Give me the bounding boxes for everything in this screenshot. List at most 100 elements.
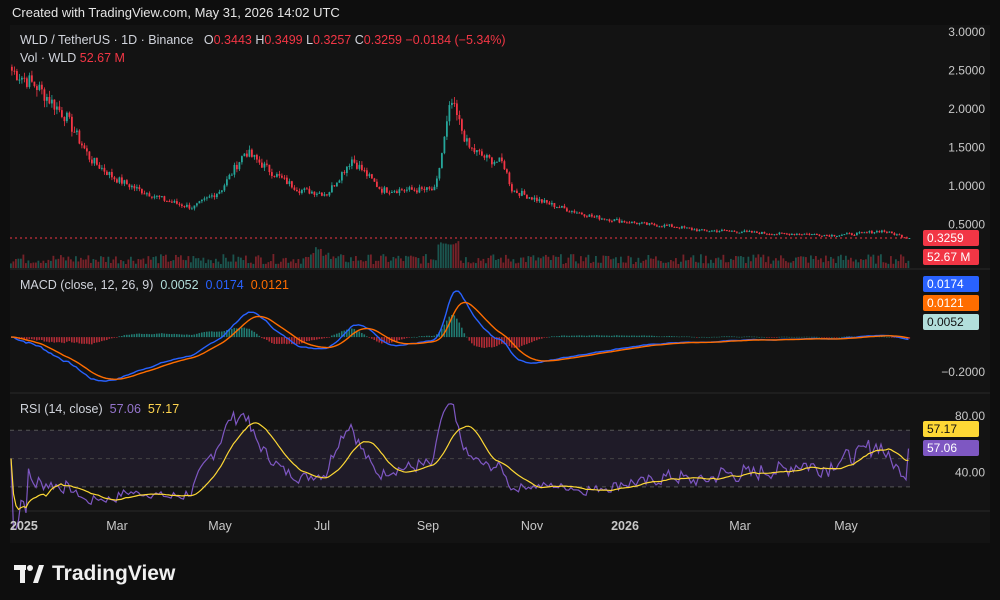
candle-body	[376, 181, 378, 187]
volume-label[interactable]: Vol · WLD	[20, 51, 77, 65]
candle-body	[628, 222, 631, 224]
macd-histogram-bar	[543, 337, 546, 338]
volume-bar	[790, 262, 792, 268]
volume-bar	[77, 261, 80, 268]
macd-histogram-bar	[271, 337, 273, 344]
candle-body	[98, 164, 101, 169]
macd-histogram-bar	[833, 337, 836, 338]
candle-body	[288, 181, 291, 184]
macd-histogram-bar	[751, 336, 753, 338]
volume-bar	[722, 254, 725, 268]
candle-body	[828, 235, 831, 237]
volume-bar	[410, 255, 412, 268]
macd-histogram-bar	[203, 332, 206, 338]
candle-body	[46, 96, 48, 101]
volume-bar	[262, 263, 265, 268]
candle-body	[746, 230, 748, 232]
macd-histogram-bar	[616, 335, 618, 338]
volume-bar	[777, 260, 780, 268]
volume-bar	[272, 254, 275, 268]
macd-histogram-bar	[473, 337, 476, 346]
macd-histogram-bar	[768, 337, 771, 338]
candle-body	[728, 230, 731, 232]
candle-body	[33, 81, 36, 87]
volume-bar	[880, 254, 882, 268]
rsi-ma-line	[10, 422, 909, 511]
candle-body	[391, 191, 393, 193]
macd-histogram-bar	[406, 337, 408, 339]
macd-tag: 0.0174	[923, 276, 979, 292]
volume-bar	[22, 254, 25, 268]
chart-frame[interactable]: 3.0000 2.5000 2.0000 1.5000 1.0000 0.5000 −0.2…	[10, 25, 990, 543]
candle-body	[378, 186, 381, 189]
volume-bar	[70, 259, 72, 268]
volume-bar	[707, 263, 710, 268]
macd-histogram-bar	[401, 337, 403, 340]
candle-body	[133, 185, 136, 189]
candle-body	[201, 199, 203, 202]
candle-body	[318, 192, 321, 194]
volume-bar	[875, 263, 877, 268]
rsi-label[interactable]: RSI (14, close)	[20, 402, 103, 416]
macd-histogram-bar	[773, 337, 776, 338]
candle-body	[483, 155, 486, 158]
volume-bar	[402, 261, 405, 268]
volume-bar	[770, 263, 772, 268]
macd-histogram-bar	[728, 336, 731, 338]
macd-histogram-bar	[236, 328, 238, 338]
macd-histogram-bar	[706, 337, 708, 338]
volume-bar	[222, 254, 225, 268]
tradingview-brand[interactable]: TradingView	[14, 562, 175, 586]
volume-legend: Vol · WLD 52.67 M	[20, 51, 125, 65]
macd-histogram-bar	[373, 337, 376, 340]
macd-histogram-bar	[521, 337, 523, 346]
volume-bar	[775, 258, 777, 268]
candle-body	[836, 235, 838, 237]
macd-histogram-bar	[743, 336, 746, 338]
macd-histogram-bar	[571, 335, 573, 338]
volume-bar	[552, 255, 555, 268]
candle-body	[498, 157, 501, 162]
volume-bar	[605, 255, 607, 268]
candle-body	[61, 110, 63, 117]
candle-body	[348, 165, 351, 167]
macd-histogram-bar	[883, 336, 886, 338]
candle-body	[86, 148, 88, 152]
volume-bar	[692, 255, 695, 268]
volume-bar	[190, 262, 192, 268]
chart-canvas[interactable]: 3.0000 2.5000 2.0000 1.5000 1.0000 0.5000 −0.2…	[10, 25, 990, 543]
volume-bar	[85, 259, 87, 268]
macd-histogram-bar	[848, 336, 851, 338]
candle-body	[676, 226, 678, 228]
volume-bar	[532, 255, 535, 268]
volume-bar	[767, 256, 770, 268]
macd-legend: MACD (close, 12, 26, 9) 0.0052 0.0174 0.…	[20, 278, 289, 292]
volume-bar	[50, 260, 52, 268]
candle-body	[756, 231, 758, 233]
macd-label[interactable]: MACD (close, 12, 26, 9)	[20, 278, 154, 292]
macd-histogram-bar	[133, 334, 136, 338]
macd-histogram-bar	[136, 333, 138, 338]
macd-histogram-bar	[663, 336, 666, 338]
volume-bar	[440, 242, 442, 268]
volume-bar	[380, 255, 382, 268]
volume-bar	[705, 255, 707, 268]
symbol-label[interactable]: WLD / TetherUS · 1D · Binance	[20, 33, 194, 47]
candle-body	[663, 224, 666, 227]
candle-body	[871, 231, 873, 234]
macd-histogram-bar	[576, 335, 578, 338]
volume-bar	[200, 260, 202, 268]
candle-body	[831, 234, 833, 237]
volume-bar	[102, 257, 105, 268]
volume-bar	[365, 260, 367, 268]
macd-histogram-bar	[61, 337, 63, 343]
candle-body	[856, 232, 858, 236]
macd-histogram-bar	[66, 337, 68, 342]
candle-body	[68, 112, 71, 117]
macd-histogram-bar	[98, 337, 101, 343]
macd-histogram-bar	[211, 331, 213, 338]
macd-histogram-bar	[296, 337, 298, 345]
volume-bar	[522, 257, 525, 268]
volume-bar	[120, 260, 122, 268]
volume-bar	[477, 258, 480, 268]
